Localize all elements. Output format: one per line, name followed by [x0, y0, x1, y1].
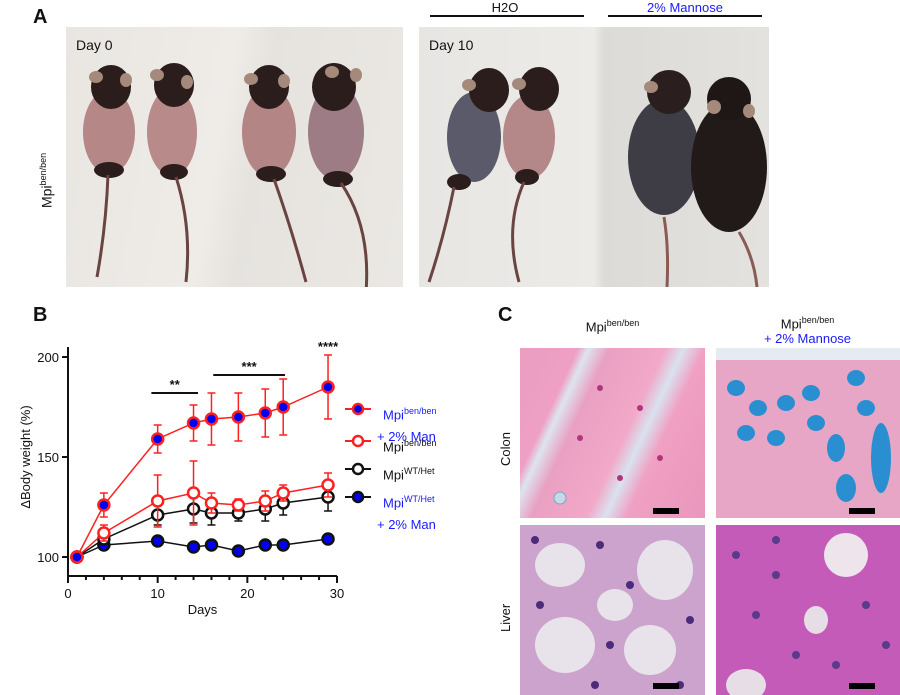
y-tick-label: 150 [37, 450, 59, 465]
col1-main: Mpi [585, 319, 607, 335]
significance-stars: **** [318, 339, 339, 354]
panel-c-letter: C [498, 304, 513, 326]
data-point [231, 498, 246, 512]
series-line [76, 386, 329, 558]
data-point [276, 400, 290, 414]
scale-bar [849, 683, 875, 689]
histo-col2-label: Mpiben/ben + 2% Mannose [715, 313, 900, 346]
legend-marker-icon [345, 462, 371, 475]
legend-item: MpiWT/Het [345, 460, 434, 486]
data-point [186, 416, 201, 430]
colon-goblet-texture [716, 348, 900, 502]
data-point [258, 538, 273, 552]
legend-label: MpiWT/Het + 2% Man [377, 494, 436, 533]
row-label-liver: Liver [498, 603, 513, 632]
legend-item: Mpiben/ben + 2% Man [345, 400, 437, 448]
legend-label: Mpiben/ben [383, 438, 437, 455]
panel-a-genotype-label: Mpiben/ben [38, 153, 55, 208]
genotype-main: Mpi [38, 185, 55, 208]
data-point [276, 538, 290, 552]
data-point [204, 412, 219, 426]
panel-a-letter: A [33, 6, 48, 28]
x-axis-label: Days [188, 602, 218, 617]
legend-marker-icon [345, 402, 371, 415]
y-axis-label: ΔBody weight (%) [18, 405, 33, 508]
row-label-colon: Colon [498, 432, 513, 466]
histo-col1-label: Mpiben/ben [520, 318, 705, 334]
col1-sup: ben/ben [606, 318, 640, 328]
data-point [97, 498, 111, 512]
group-bar-h2o [430, 15, 584, 17]
legend-marker-icon [345, 434, 371, 447]
mice-day0-illustration [83, 63, 369, 287]
data-point [276, 486, 290, 500]
group-bar-mannose [608, 15, 762, 17]
data-point [321, 478, 335, 492]
photo-day10: Day 10 [419, 27, 769, 287]
data-point [186, 540, 201, 554]
y-tick-label: 100 [37, 550, 59, 565]
photo-day0-label: Day 0 [76, 37, 113, 53]
col2-sup: ben/ben [801, 315, 835, 325]
data-point [204, 496, 219, 510]
x-tick-label: 0 [64, 586, 71, 601]
data-point [231, 544, 246, 558]
data-point [204, 538, 219, 552]
x-tick-label: 10 [150, 586, 164, 601]
colon-texture [553, 385, 663, 505]
liver-vacuolated-texture [531, 536, 694, 689]
data-point [150, 494, 165, 508]
data-point [321, 532, 335, 546]
legend-item: MpiWT/Het + 2% Man [345, 488, 436, 536]
data-point [258, 494, 273, 508]
col2-line2: + 2% Mannose [763, 331, 852, 347]
group-label-mannose: 2% Mannose [647, 0, 723, 15]
panel-b-letter: B [33, 304, 48, 326]
liver-normal-texture [726, 533, 890, 695]
significance-stars: ** [170, 377, 181, 392]
scale-bar [849, 508, 875, 514]
mice-day10-illustration [427, 67, 767, 287]
y-tick-label: 200 [37, 350, 59, 365]
data-point [97, 526, 111, 540]
histo-liver-no-mannose [520, 525, 705, 695]
scale-bar [653, 508, 679, 514]
photo-day10-label: Day 10 [429, 37, 474, 53]
legend-item: Mpiben/ben [345, 432, 437, 458]
x-tick-label: 30 [330, 586, 344, 601]
data-point [186, 486, 201, 500]
histo-colon-no-mannose [520, 348, 705, 518]
scale-bar [653, 683, 679, 689]
histo-colon-mannose [716, 348, 900, 518]
data-point [150, 432, 165, 446]
legend-label: Mpiben/ben + 2% Man [377, 406, 437, 445]
group-label-h2o: H2O [491, 0, 519, 15]
x-tick-label: 20 [240, 586, 254, 601]
histo-liver-mannose [716, 525, 900, 695]
genotype-sup: ben/ben [38, 152, 48, 186]
col2-main: Mpi [780, 316, 802, 332]
data-point [231, 410, 246, 424]
data-point [70, 550, 84, 564]
legend-marker-icon [345, 490, 371, 503]
data-point [258, 406, 273, 420]
data-point [150, 534, 165, 548]
photo-day0: Day 0 [66, 27, 403, 287]
series-line [76, 538, 329, 558]
legend-label: MpiWT/Het [383, 466, 435, 483]
data-point [321, 380, 335, 394]
significance-stars: *** [242, 359, 258, 374]
